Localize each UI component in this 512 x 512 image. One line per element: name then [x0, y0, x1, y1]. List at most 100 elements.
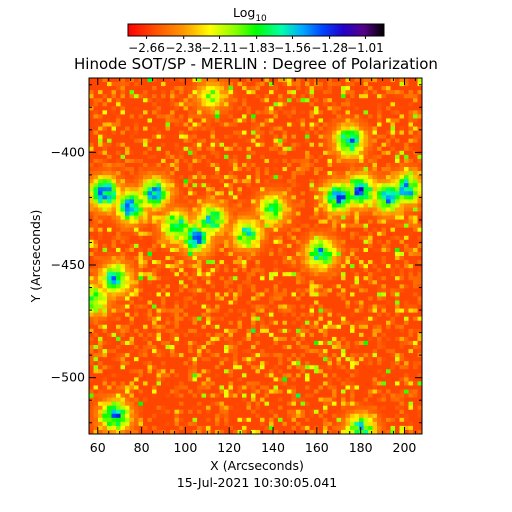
heatmap-cell [237, 336, 243, 342]
heatmap-cell [215, 235, 220, 241]
heatmap-cell [305, 292, 310, 297]
heatmap-cell [138, 264, 144, 269]
heatmap-cell [183, 187, 189, 192]
heatmap-cell [377, 78, 382, 83]
heatmap-cell [192, 239, 198, 245]
heatmap-cell [242, 191, 247, 196]
heatmap-cell [143, 272, 148, 277]
heatmap-cell [179, 268, 184, 273]
heatmap-cell [282, 98, 288, 103]
heatmap-cell [161, 223, 166, 229]
heatmap-cell [188, 316, 193, 322]
heatmap-cell [341, 256, 346, 261]
heatmap-cell [170, 171, 175, 176]
heatmap-cell [116, 122, 121, 127]
heatmap-cell [395, 336, 400, 342]
heatmap-cell [273, 150, 279, 156]
heatmap-cell [269, 106, 274, 111]
heatmap-cell [206, 284, 211, 289]
heatmap-cell [300, 158, 306, 164]
heatmap-cell [161, 191, 166, 196]
heatmap-cell [399, 231, 405, 237]
heatmap-cell [242, 126, 247, 131]
heatmap-cell [300, 231, 306, 237]
heatmap-cell [107, 328, 112, 334]
heatmap-cell [107, 312, 112, 318]
heatmap-cell [228, 300, 234, 305]
heatmap-cell [273, 316, 279, 322]
heatmap-cell [264, 328, 270, 334]
heatmap-cell [417, 300, 423, 305]
heatmap-cell [291, 345, 297, 350]
heatmap-cell [161, 243, 166, 249]
heatmap-cell [102, 106, 108, 111]
heatmap-cell [129, 175, 135, 180]
heatmap-cell [152, 211, 157, 216]
heatmap-cell [282, 130, 288, 136]
heatmap-cell [327, 162, 333, 168]
heatmap-cell [260, 126, 265, 131]
heatmap-cell [390, 191, 396, 196]
heatmap-cell [413, 227, 418, 233]
heatmap-cell [300, 167, 306, 172]
heatmap-cell [359, 114, 364, 119]
heatmap-cell [300, 324, 306, 330]
heatmap-cell [143, 94, 148, 99]
heatmap-cell [255, 195, 261, 200]
heatmap-cell [255, 118, 261, 123]
heatmap-cell [404, 98, 409, 103]
heatmap-cell [264, 340, 270, 346]
heatmap-cell [125, 280, 130, 285]
heatmap-cell [237, 223, 243, 229]
heatmap-cell [147, 296, 153, 301]
heatmap-cell [152, 308, 157, 314]
heatmap-cell [291, 199, 297, 204]
heatmap-cell [327, 207, 333, 212]
heatmap-cell [359, 118, 364, 123]
heatmap-cell [224, 211, 229, 216]
heatmap-cell [138, 94, 144, 99]
heatmap-cell [165, 345, 171, 350]
heatmap-cell [381, 247, 387, 253]
heatmap-cell [372, 82, 378, 87]
heatmap-cell [219, 256, 225, 261]
heatmap-cell [129, 300, 135, 305]
heatmap-cell [386, 223, 391, 229]
heatmap-cell [242, 138, 247, 144]
heatmap-cell [228, 324, 234, 330]
heatmap-cell [386, 167, 391, 172]
heatmap-cell [341, 191, 346, 196]
heatmap-cell [296, 320, 301, 326]
heatmap-cell [134, 223, 139, 229]
heatmap-cell [255, 175, 261, 180]
heatmap-cell [224, 94, 229, 99]
heatmap-cell [368, 78, 373, 83]
heatmap-cell [179, 235, 184, 241]
heatmap-cell [206, 138, 211, 144]
heatmap-cell [251, 316, 256, 322]
heatmap-cell [224, 187, 229, 192]
heatmap-cell [237, 304, 243, 309]
heatmap-cell [381, 268, 387, 273]
heatmap-cell [278, 110, 283, 115]
heatmap-cell [161, 134, 166, 140]
heatmap-cell [192, 142, 198, 148]
heatmap-cell [246, 207, 252, 212]
heatmap-cell [251, 264, 256, 269]
heatmap-cell [291, 235, 297, 241]
heatmap-cell [395, 162, 400, 168]
heatmap-cell [404, 187, 409, 192]
heatmap-cell [111, 94, 117, 99]
heatmap-cell [93, 154, 99, 160]
heatmap-cell [237, 256, 243, 261]
heatmap-cell [408, 308, 414, 314]
heatmap-cell [341, 78, 346, 83]
heatmap-cell [237, 175, 243, 180]
heatmap-cell [161, 122, 166, 127]
heatmap-cell [206, 272, 211, 277]
heatmap-cell [192, 247, 198, 253]
heatmap-cell [138, 215, 144, 220]
heatmap-cell [345, 324, 351, 330]
heatmap-cell [345, 114, 351, 119]
heatmap-cell [354, 235, 360, 241]
